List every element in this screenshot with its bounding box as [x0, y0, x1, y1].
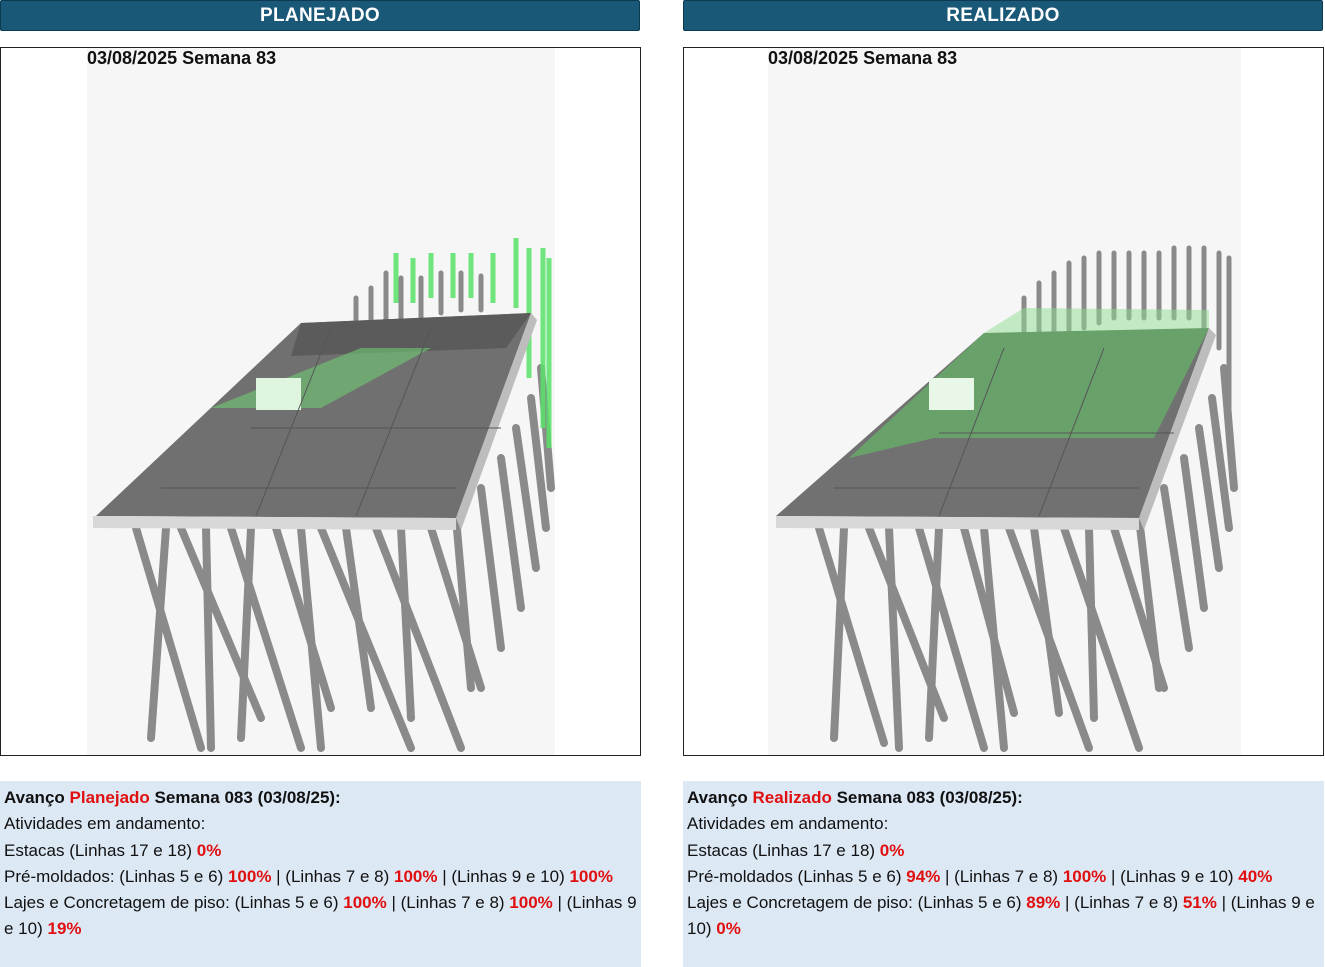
planned-lajes-v2: 100% — [509, 893, 553, 913]
actual-activities-label: Atividades em andamento: — [687, 814, 889, 834]
planned-title-highlight: Planejado — [69, 788, 150, 807]
actual-header-title: REALIZADO — [946, 4, 1060, 26]
actual-lajes-c: | (Linhas 9 e 10) — [687, 893, 1315, 939]
planned-header-title: PLANEJADO — [260, 4, 380, 26]
actual-lajes-a: Lajes e Concretagem de piso: (Linhas 5 e… — [687, 893, 1027, 913]
actual-line-estacas: Estacas (Linhas 17 e 18) 0% — [687, 838, 1320, 864]
planned-pre-v1: 100% — [227, 866, 272, 886]
actual-lajes-v3: 0% — [716, 919, 741, 939]
planned-estacas-value: 0% — [196, 840, 222, 860]
planned-title-suffix: Semana 083 (03/08/25): — [149, 788, 341, 807]
actual-lajes-v2: 51% — [1182, 893, 1217, 913]
planned-line-lajes: Lajes e Concretagem de piso: (Linhas 5 e… — [4, 890, 637, 943]
planned-header: PLANEJADO — [0, 0, 640, 31]
actual-notes-title: Avanço Realizado Semana 083 (03/08/25): — [687, 785, 1320, 811]
planned-pre-v2: 100% — [393, 866, 438, 886]
planned-lajes-c: | (Linhas 9 e 10) — [4, 893, 637, 939]
actual-line-premoldados: Pré-moldados (Linhas 5 e 6) 94% | (Linha… — [687, 864, 1320, 890]
actual-bim-render — [768, 48, 1241, 755]
actual-pre-v3: 40% — [1238, 866, 1273, 886]
actual-pre-v2: 100% — [1062, 866, 1107, 886]
planned-model-view — [0, 47, 641, 756]
actual-date-label: 03/08/2025 Semana 83 — [768, 48, 958, 68]
actual-pre-a: Pré-moldados (Linhas 5 e 6) — [687, 866, 907, 886]
planned-lajes-v3: 19% — [47, 919, 82, 939]
actual-notes: Avanço Realizado Semana 083 (03/08/25): … — [683, 781, 1324, 967]
planned-activities-label: Atividades em andamento: — [4, 814, 206, 834]
actual-line-lajes: Lajes e Concretagem de piso: (Linhas 5 e… — [687, 890, 1320, 943]
actual-title-prefix: Avanço — [687, 788, 753, 807]
planned-notes: Avanço Planejado Semana 083 (03/08/25): … — [0, 781, 641, 967]
planned-line-premoldados: Pré-moldados: (Linhas 5 e 6) 100% | (Lin… — [4, 864, 637, 890]
actual-title-suffix: Semana 083 (03/08/25): — [831, 788, 1023, 807]
actual-model-view — [683, 47, 1324, 756]
actual-estacas-value: 0% — [879, 840, 905, 860]
actual-lajes-b: | (Linhas 7 e 8) — [1060, 893, 1183, 913]
planned-date-label: 03/08/2025 Semana 83 — [87, 48, 277, 68]
planned-lajes-a: Lajes e Concretagem de piso: (Linhas 5 e… — [4, 893, 344, 913]
planned-notes-title: Avanço Planejado Semana 083 (03/08/25): — [4, 785, 637, 811]
actual-header: REALIZADO — [683, 0, 1323, 31]
actual-pre-c: | (Linhas 9 e 10) — [1106, 866, 1239, 886]
actual-title-highlight: Realizado — [752, 788, 832, 807]
planned-pre-v3: 100% — [569, 866, 613, 886]
planned-pre-c: | (Linhas 9 e 10) — [437, 866, 570, 886]
actual-lajes-v1: 89% — [1026, 893, 1061, 913]
planned-pre-b: | (Linhas 7 e 8) — [271, 866, 394, 886]
actual-pre-v1: 94% — [906, 866, 941, 886]
actual-estacas-text: Estacas (Linhas 17 e 18) — [687, 840, 880, 860]
planned-line-estacas: Estacas (Linhas 17 e 18) 0% — [4, 838, 637, 864]
planned-lajes-v1: 100% — [343, 893, 387, 913]
planned-bim-render — [87, 48, 555, 755]
planned-estacas-text: Estacas (Linhas 17 e 18) — [4, 840, 197, 860]
planned-pre-a: Pré-moldados: (Linhas 5 e 6) — [4, 866, 228, 886]
planned-lajes-b: | (Linhas 7 e 8) — [386, 893, 510, 913]
actual-pre-b: | (Linhas 7 e 8) — [940, 866, 1063, 886]
planned-title-prefix: Avanço — [4, 788, 70, 807]
